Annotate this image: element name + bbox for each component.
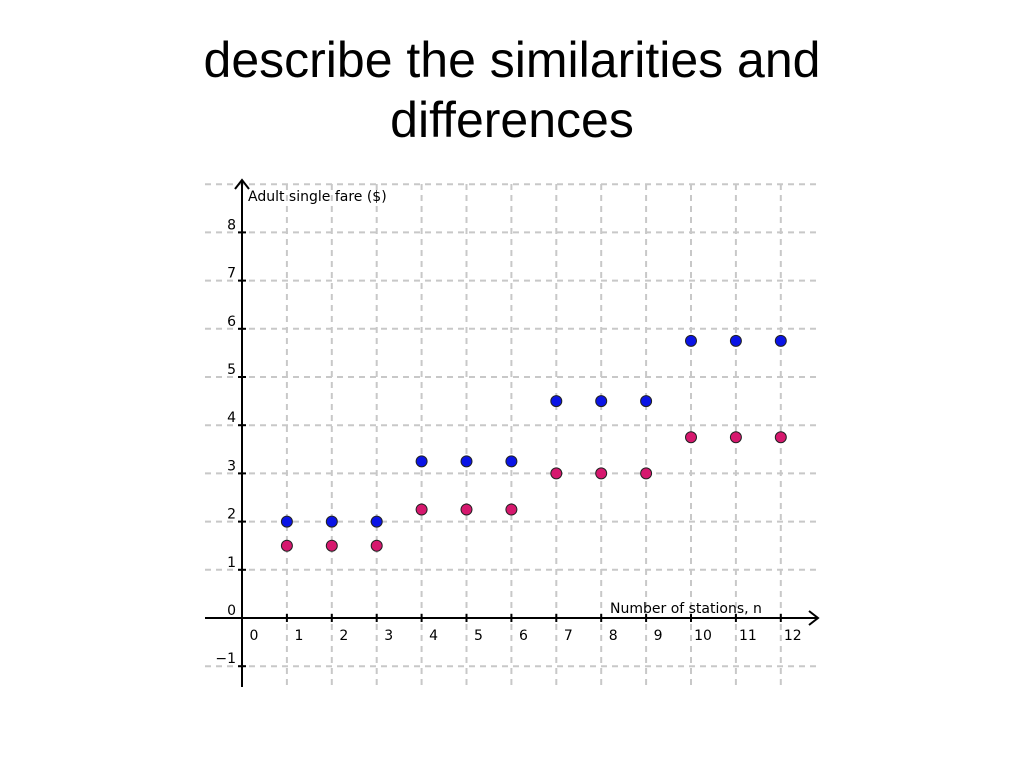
y-tick-label: 7 (227, 266, 236, 282)
data-point-magenta (640, 467, 653, 480)
data-point-blue (550, 395, 563, 408)
y-axis-label: Adult single fare ($) (248, 189, 387, 205)
data-point-magenta (325, 539, 338, 552)
y-tick-label: 6 (227, 314, 236, 330)
data-point-blue (640, 395, 653, 408)
x-tick-label: 10 (694, 628, 712, 644)
x-tick-label: 2 (339, 628, 348, 644)
axes (205, 178, 820, 687)
y-tick-label: 4 (227, 410, 236, 426)
data-point-blue (595, 395, 608, 408)
data-point-blue (505, 455, 518, 468)
x-tick-label: 4 (429, 628, 438, 644)
data-point-blue (415, 455, 428, 468)
data-point-blue (685, 334, 697, 347)
x-tick-label: 5 (474, 628, 483, 644)
data-point-magenta (280, 539, 293, 552)
grid-lines (205, 183, 818, 685)
y-tick-label: −1 (215, 651, 236, 667)
x-axis-label: Number of stations, n (610, 601, 762, 617)
y-tick-label: 0 (227, 603, 236, 619)
data-point-magenta (370, 539, 383, 552)
data-point-blue (280, 515, 293, 528)
data-point-magenta (774, 431, 787, 444)
x-tick-label: 11 (739, 628, 757, 644)
y-tick-label: 3 (227, 458, 236, 474)
slide-title-line-1: describe the similarities and (203, 32, 821, 88)
x-tick-label: 12 (784, 628, 802, 644)
data-point-blue (460, 455, 473, 468)
x-tick-label: 9 (654, 628, 663, 644)
y-tick-label: 2 (227, 507, 236, 523)
slide-title: describe the similarities and difference… (0, 30, 1024, 150)
data-point-magenta (460, 503, 473, 516)
data-point-blue (729, 334, 742, 347)
x-tick-label: 1 (294, 628, 303, 644)
slide-title-line-2: differences (390, 92, 634, 148)
x-tick-label: 7 (564, 628, 573, 644)
y-tick-label: 5 (227, 362, 236, 378)
x-axis-arrow (808, 610, 820, 626)
data-point-blue (325, 515, 338, 528)
data-point-magenta (595, 467, 608, 480)
data-point-magenta (729, 431, 742, 444)
y-tick-label: 1 (227, 555, 236, 571)
data-point-magenta (505, 503, 518, 516)
data-point-blue (774, 334, 787, 347)
data-point-magenta (415, 503, 428, 516)
data-point-magenta (685, 431, 697, 444)
y-axis-arrow (234, 178, 250, 190)
x-tick-label: 3 (384, 628, 393, 644)
data-points (280, 334, 787, 552)
x-tick-label: 0 (250, 628, 259, 644)
data-point-blue (370, 515, 383, 528)
x-tick-label: 6 (519, 628, 528, 644)
y-tick-label: 8 (227, 217, 236, 233)
data-point-magenta (550, 467, 563, 480)
x-tick-label: 8 (609, 628, 618, 644)
